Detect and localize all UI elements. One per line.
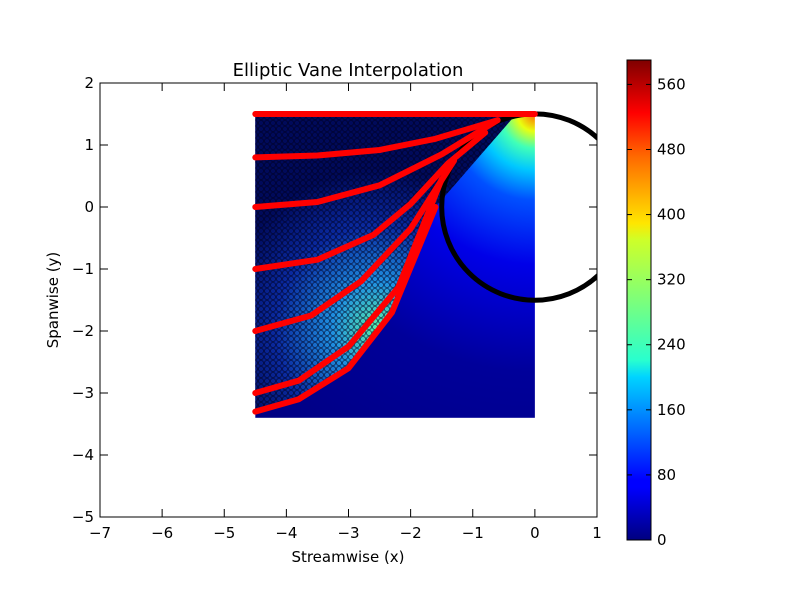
x-tick-label: −5 bbox=[213, 524, 235, 542]
colorbar-tick-label: 0 bbox=[657, 531, 667, 549]
red-curve-2 bbox=[252, 117, 501, 210]
y-tick-label: −1 bbox=[72, 260, 94, 278]
y-tick-label: −2 bbox=[72, 322, 94, 340]
red-curve-1 bbox=[252, 117, 501, 161]
y-axis-label: Spanwise (y) bbox=[44, 252, 62, 349]
colorbar-ticks: 0 80 160 240 320 400 480 560 bbox=[627, 75, 686, 549]
red-curve-5 bbox=[252, 176, 445, 396]
y-tick-label: 0 bbox=[84, 198, 94, 216]
colorbar-tick-label: 80 bbox=[657, 466, 676, 484]
colorbar-tick-label: 560 bbox=[657, 75, 686, 93]
x-tick-label: −6 bbox=[151, 524, 173, 542]
x-tick-label: 1 bbox=[592, 524, 602, 542]
y-tick-label: 2 bbox=[84, 74, 94, 92]
red-curves bbox=[252, 111, 538, 415]
red-curve-6 bbox=[252, 204, 439, 415]
colorbar bbox=[626, 59, 652, 541]
chart-title: Elliptic Vane Interpolation bbox=[233, 60, 464, 81]
x-tick-label: −3 bbox=[337, 524, 359, 542]
y-axis-ticks: −5 −4 −3 −2 −1 0 1 2 bbox=[72, 74, 597, 526]
colorbar-tick-label: 320 bbox=[657, 271, 686, 289]
red-curve-4 bbox=[252, 157, 458, 334]
colorbar-tick-label: 160 bbox=[657, 401, 686, 419]
x-tick-label: −7 bbox=[89, 524, 111, 542]
x-tick-label: −2 bbox=[400, 524, 422, 542]
scatter-point-grid bbox=[255, 114, 517, 418]
colorbar-tick-label: 400 bbox=[657, 206, 686, 224]
x-axis-label: Streamwise (x) bbox=[291, 548, 404, 566]
y-tick-label: −5 bbox=[72, 508, 94, 526]
y-tick-label: 1 bbox=[84, 136, 94, 154]
colorbar-tick-label: 240 bbox=[657, 336, 686, 354]
colorbar-tick-label: 480 bbox=[657, 140, 686, 158]
x-tick-label: 0 bbox=[530, 524, 540, 542]
x-axis-ticks: −7 −6 −5 −4 −3 −2 −1 0 1 bbox=[89, 83, 602, 542]
x-tick-label: −1 bbox=[462, 524, 484, 542]
x-tick-label: −4 bbox=[275, 524, 297, 542]
y-tick-label: −3 bbox=[72, 384, 94, 402]
y-tick-label: −4 bbox=[72, 446, 94, 464]
